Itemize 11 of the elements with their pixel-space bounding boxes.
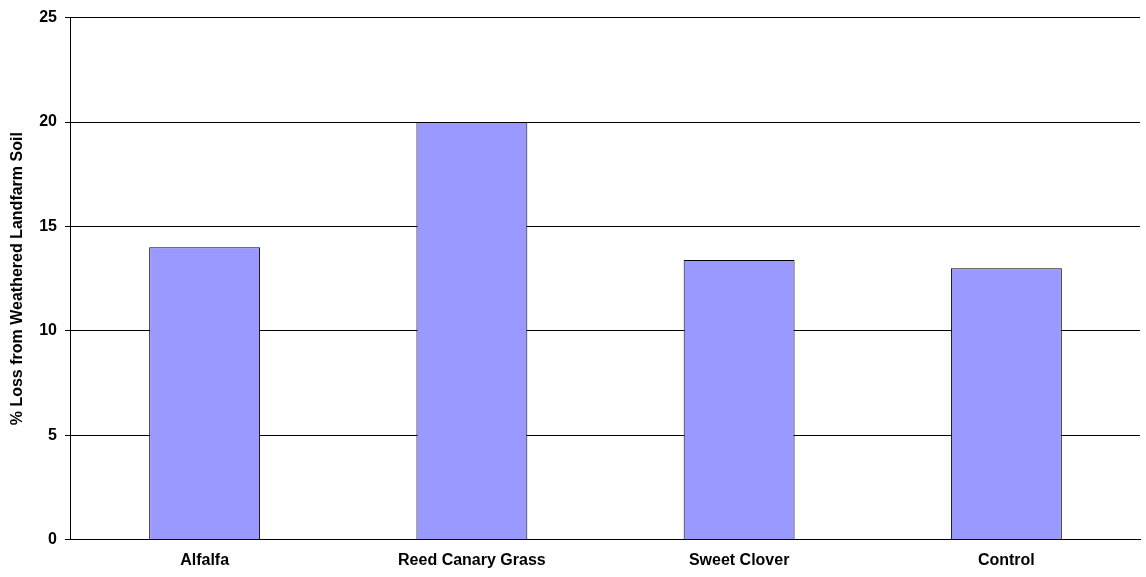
- y-tick-label: 5: [48, 425, 58, 443]
- y-tick-label: 15: [39, 216, 58, 234]
- x-tick-label: Alfalfa: [180, 550, 230, 568]
- x-tick-label: Control: [977, 550, 1035, 568]
- y-tick-label: 10: [39, 321, 58, 339]
- y-tick-label: 0: [48, 530, 58, 548]
- x-tick-label: Sweet Clover: [688, 550, 790, 568]
- y-axis-title: % Loss from Weathered Landfarm Soil: [8, 132, 26, 426]
- y-tick-label: 20: [39, 112, 58, 130]
- x-tick-label: Reed Canary Grass: [398, 550, 546, 568]
- y-tick-label: 25: [39, 8, 58, 26]
